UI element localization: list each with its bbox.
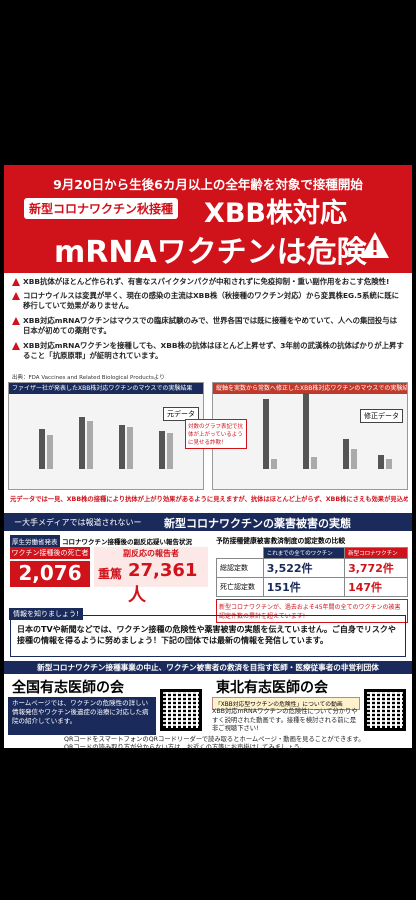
relief-table: これまでの全てのワクチン 新型コロナワクチン 総認定数 3,522件 3,772件 死… [216,547,408,597]
header: 9月20日から生後6カ月以上の全年齢を対象で接種開始 新型コロナワクチン秋接種 … [4,165,412,273]
lead: 9月20日から生後6カ月以上の全年齢を対象で接種開始 [53,177,363,192]
panel-tag: 修正データ [360,409,403,423]
panel-title: 縦軸を実数から常数へ修正したXBB株対応ワクチンのマウスでの実験結果 [213,383,407,394]
side-label: 副反応の報告者 [123,549,179,558]
headline: XBB株対応 [204,198,347,229]
bullet: XBB抗体がほとんど作られず、有害なスパイクタンパクが中和されずに免疫抑制・重い… [12,277,404,287]
bullet: XBB対応mRNAワクチンはマウスでの臨床試験のみで、世界各国では既に接種をやめ… [12,316,404,335]
col-head: これまでの全てのワクチン [262,547,346,559]
reports-title: コロナワクチン接種後の副反応疑い報告状況 [62,538,192,546]
flyer: 9月20日から生後6カ月以上の全年齢を対象で接種開始 新型コロナワクチン秋接種 … [4,165,412,751]
org-text: XBB対応mRNAワクチンの危険性について分かりやすく説明された動画です。接種を… [212,708,358,732]
tag: 新型コロナワクチン秋接種 [24,198,179,219]
org-name: 全国有志医師の会 [12,680,124,696]
reports-tag: 厚生労働省発表 [10,535,60,547]
info-text: 日本のTVや新聞などでは、ワクチン接種の危険性や薬害被害の実態を伝えていません。… [17,625,396,645]
band-small: ー大手メディアでは報道されないー [14,518,142,527]
headline: mRNAワクチンは危険 [54,235,367,270]
col-head: 新型コロナワクチン [344,547,408,559]
bullet: XBB対応mRNAワクチンを接種しても、XBB株の抗体はほとんど上昇せず、3年前… [12,341,404,360]
org: 東北有志医師の会 「XBB対応型ワクチンの危険性」についての動画 XBB対応mR… [212,677,410,735]
info-tag: 情報を知りましょう! [9,608,83,620]
band-main: 新型コロナワクチンの薬害被害の実態 [164,517,351,530]
cell: 3,772件 [344,558,408,578]
source: 出典：FDA Vaccines and Related Biological P… [12,375,165,381]
qr-code [158,687,204,733]
cell: 3,522件 [262,558,346,578]
caption: 元データでは一見、XBB株の接種により抗体が上がり効果があるように見えますが、抗… [10,496,408,503]
relief-note: 新型コロナワクチンが、過去およそ45年間の全てのワクチンの被害認定件数の累計を超… [216,599,408,623]
side-box: 副反応の報告者 重篤 27,361人 [94,547,208,606]
row-head: 総認定数 [216,558,264,578]
relief: 予防接種健康被害救済制度の認定数の比較 これまでの全てのワクチン 新型コロナワクチ… [216,535,408,623]
side-prefix: 重篤 [98,567,123,581]
panel-title: ファイザー社が発表したXBB株対応ワクチンのマウスでの実験結果 [9,383,203,394]
footer-line: QRコードをスマートフォンのQRコードリーダーで読み取るとホームページ・動画を見… [64,736,365,743]
orgs-bar: 新型コロナワクチン接種事業の中止、ワクチン被害者の救済を目指す医師・医療従事者の… [4,661,412,674]
deaths-label: ワクチン接種後の死亡者 [10,547,90,559]
chart-panel: ファイザー社が発表したXBB株対応ワクチンのマウスでの実験結果 元データ [8,382,204,490]
warning-icon [361,232,389,258]
deaths: 2,076人 [10,561,90,613]
chart-panel: 縦軸を実数から常数へ修正したXBB株対応ワクチンのマウスでの実験結果 修正データ… [185,382,408,490]
cell: 147件 [344,577,408,597]
panel-tag: 元データ [163,407,199,421]
relief-title: 予防接種健康被害救済制度の認定数の比較 [216,537,346,545]
cell: 151件 [262,577,346,597]
panel-note: 対数のグラフ表記で抗体が上がっているように見せる詐欺！ [185,419,247,449]
org-name: 東北有志医師の会 [216,680,328,696]
bullet: コロナウイルスは変異が早く、現在の感染の主流はXBB株（秋接種のワクチン対応）か… [12,291,404,310]
reports: 厚生労働省発表 コロナワクチン接種後の副反応疑い報告状況 ワクチン接種後の死亡者… [10,535,210,613]
org-text: ホームページでは、ワクチンの危険性の詳しい情報発信やワクチン後遺症の治療に対応し… [8,697,156,735]
org-sub: 「XBB対応型ワクチンの危険性」についての動画 [212,697,360,710]
info: 情報を知りましょう! 日本のTVや新聞などでは、ワクチン接種の危険性や薬害被害の… [9,608,406,657]
side: 27,361人 [128,560,198,606]
footer-line: QRコードの読み取り方が分からない方は、お近くの方等にお声掛けしてみましょう。 [64,744,306,751]
qr-code [362,687,408,733]
row-head: 死亡認定数 [216,577,264,597]
org: 全国有志医師の会 ホームページでは、ワクチンの危険性の詳しい情報発信やワクチン後… [8,677,206,735]
band: ー大手メディアでは報道されないー 新型コロナワクチンの薬害被害の実態 [4,513,412,531]
